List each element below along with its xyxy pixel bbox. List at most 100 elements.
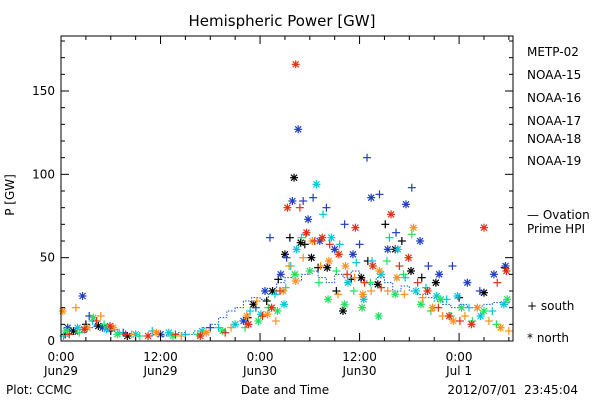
x-tick-time: 12:00 — [342, 350, 377, 364]
point-metp-02-north — [296, 238, 305, 247]
point-noaa-19-south — [121, 330, 130, 339]
point-metp-02-north — [338, 307, 347, 315]
point-noaa-18-south — [96, 312, 105, 320]
point-noaa-18-north — [496, 323, 505, 332]
point-metp-02-south — [332, 287, 341, 295]
point-noaa-16-south — [385, 233, 394, 242]
point-noaa-18-north — [242, 312, 251, 320]
point-noaa-19-north — [351, 223, 360, 232]
y-tick-label: 0 — [47, 334, 55, 348]
point-metp-02-north — [373, 280, 382, 289]
point-noaa-17-south — [100, 320, 109, 329]
point-noaa-19-north — [479, 223, 488, 232]
point-noaa-18-north — [341, 262, 350, 270]
point-noaa-15-north — [416, 237, 425, 245]
point-noaa-17-north — [391, 290, 400, 299]
point-noaa-17-south — [492, 320, 501, 329]
point-noaa-16-north — [476, 312, 485, 320]
point-noaa-15-north — [367, 193, 376, 202]
point-noaa-18-south — [299, 253, 308, 262]
point-noaa-18-north — [324, 257, 333, 265]
point-noaa-18-north — [263, 310, 272, 319]
point-noaa-17-south — [399, 270, 408, 279]
point-noaa-16-south — [488, 307, 497, 315]
point-noaa-19-north — [502, 267, 511, 275]
point-noaa-17-north — [479, 307, 488, 315]
point-noaa-16-north — [73, 323, 82, 332]
legend-north-marker: * north — [527, 331, 569, 345]
point-noaa-18-south — [271, 317, 280, 325]
point-metp-02-south — [417, 273, 426, 282]
point-noaa-18-north — [291, 277, 300, 285]
point-noaa-18-south — [367, 287, 376, 295]
point-noaa-19-north — [291, 60, 300, 69]
point-noaa-15-north — [288, 197, 297, 205]
point-noaa-16-north — [411, 287, 420, 295]
point-noaa-17-north — [340, 300, 349, 309]
point-noaa-17-south — [382, 257, 391, 265]
data-points — [58, 60, 513, 340]
footer-credit: Plot: CCMC — [6, 383, 72, 397]
point-noaa-16-north — [231, 320, 240, 329]
point-noaa-15-south — [448, 262, 457, 270]
point-noaa-16-south — [270, 290, 279, 299]
point-noaa-18-south — [460, 312, 469, 320]
legend-entry-noaa-19: NOAA-19 — [527, 154, 581, 168]
point-noaa-15-north — [489, 270, 498, 279]
x-tick-date: Jun30 — [342, 364, 377, 378]
point-noaa-15-south — [355, 240, 364, 249]
legend-entry-noaa-15: NOAA-15 — [527, 68, 581, 82]
point-noaa-15-south — [475, 287, 484, 295]
point-noaa-16-north — [343, 278, 352, 287]
point-noaa-18-south — [400, 290, 409, 299]
point-noaa-18-south — [285, 262, 294, 270]
point-noaa-18-north — [109, 323, 118, 332]
x-tick-time: 0:00 — [247, 350, 274, 364]
x-tick-date: Jul 1 — [445, 364, 472, 378]
x-tick-date: Jun30 — [242, 364, 277, 378]
point-noaa-15-south — [392, 228, 401, 237]
y-tick-label: 150 — [32, 84, 55, 98]
point-noaa-19-north — [144, 332, 153, 340]
point-noaa-19-south — [493, 278, 502, 287]
point-noaa-19-north — [302, 228, 311, 237]
point-noaa-15-south — [309, 193, 318, 202]
point-noaa-19-south — [395, 262, 404, 270]
point-noaa-19-north — [318, 233, 327, 242]
point-noaa-17-north — [61, 327, 70, 335]
point-noaa-19-south — [258, 312, 267, 320]
point-noaa-18-south — [484, 317, 493, 325]
plot-frame — [60, 35, 514, 342]
point-noaa-15-north — [261, 287, 270, 295]
x-tick-time: 0:00 — [48, 350, 75, 364]
point-noaa-16-south — [421, 283, 430, 292]
x-tick-date: Jun29 — [143, 364, 178, 378]
point-noaa-17-north — [113, 330, 122, 339]
point-noaa-19-south — [310, 237, 319, 245]
legend-ovation-line1: — Ovation — [527, 208, 590, 222]
point-metp-02-north — [290, 173, 299, 182]
point-noaa-17-south — [135, 332, 144, 340]
point-noaa-19-south — [295, 203, 304, 212]
point-noaa-17-south — [332, 267, 341, 275]
point-noaa-16-south — [319, 210, 328, 219]
point-noaa-18-south — [71, 303, 80, 312]
point-noaa-19-south — [455, 317, 464, 325]
point-noaa-15-south — [375, 190, 384, 199]
point-noaa-18-north — [473, 303, 482, 312]
legend-entry-metp-02: METP-02 — [527, 45, 579, 59]
y-axis-label: P [GW] — [3, 174, 17, 216]
point-noaa-15-south — [282, 253, 291, 262]
point-noaa-16-north — [393, 245, 402, 254]
point-noaa-17-north — [374, 312, 383, 320]
point-noaa-16-north — [453, 292, 462, 300]
point-noaa-18-north — [375, 267, 384, 275]
point-noaa-19-north — [105, 322, 114, 330]
point-noaa-15-south — [340, 220, 349, 229]
legend: METP-02 NOAA-15 NOAA-16 NOAA-17 NOAA-18 … — [527, 45, 590, 345]
point-noaa-17-north — [457, 303, 466, 312]
point-noaa-15-north — [501, 262, 510, 270]
point-noaa-15-south — [251, 303, 260, 312]
point-noaa-16-south — [352, 258, 361, 267]
point-noaa-15-north — [276, 270, 285, 279]
